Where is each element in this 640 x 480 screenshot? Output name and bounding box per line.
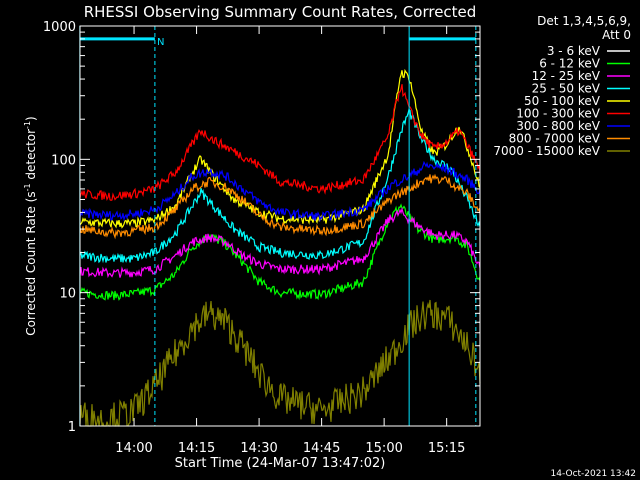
y-tick-label-1: 10 bbox=[59, 287, 76, 302]
y-axis: 1 10 100 1000 bbox=[43, 20, 480, 435]
legend-header-line2: Att 0 bbox=[602, 28, 631, 42]
y-axis-label: Corrected Count Rate (s-1 detector-1) bbox=[23, 116, 38, 335]
x-axis-label: Start Time (24-Mar-07 13:47:02) bbox=[175, 456, 386, 471]
plot-area bbox=[79, 26, 481, 427]
legend-label-2: 12 - 25 keV bbox=[532, 69, 601, 83]
plot-frame bbox=[79, 25, 481, 427]
y-axis-label-sup2: -1 bbox=[23, 121, 32, 129]
chart-title: RHESSI Observing Summary Count Rates, Co… bbox=[84, 3, 477, 21]
series-line-0 bbox=[79, 248, 481, 356]
legend-label-8: 7000 - 15000 keV bbox=[493, 144, 600, 158]
y-tick-label-2: 100 bbox=[51, 153, 76, 168]
x-tick-label-5: 15:15 bbox=[428, 441, 465, 456]
x-tick-label-1: 14:15 bbox=[178, 441, 215, 456]
legend-label-3: 25 - 50 keV bbox=[532, 82, 601, 96]
y-tick-label-3: 1000 bbox=[43, 20, 76, 35]
legend-label-1: 6 - 12 keV bbox=[539, 57, 601, 71]
series-line-2 bbox=[79, 206, 481, 279]
legend-header-line1: Det 1,3,4,5,6,9, bbox=[537, 14, 631, 28]
series-line-8 bbox=[79, 299, 481, 427]
y-axis-label-sup1: -1 bbox=[23, 183, 32, 191]
y-tick-label-0: 1 bbox=[68, 420, 76, 435]
legend-label-7: 800 - 7000 keV bbox=[509, 132, 601, 146]
legend-label-0: 3 - 6 keV bbox=[547, 44, 601, 58]
attenuator-flag: N bbox=[157, 37, 164, 48]
x-axis: 14:00 14:15 14:30 14:45 15:00 15:15 bbox=[115, 26, 465, 456]
legend-label-5: 100 - 300 keV bbox=[516, 107, 600, 121]
x-tick-label-0: 14:00 bbox=[115, 441, 152, 456]
series-line-5 bbox=[79, 84, 481, 202]
series-line-7 bbox=[79, 173, 481, 240]
x-tick-label-4: 15:00 bbox=[365, 441, 402, 456]
series-line-6 bbox=[79, 160, 481, 223]
y-axis-label-mid: detector bbox=[24, 129, 38, 184]
series-line-4 bbox=[79, 68, 481, 229]
footer-date: 14-Oct-2021 13:42 bbox=[551, 469, 636, 479]
y-axis-label-main: Corrected Count Rate (s bbox=[24, 191, 38, 335]
x-tick-label-3: 14:45 bbox=[303, 441, 340, 456]
y-axis-label-end: ) bbox=[24, 116, 38, 121]
legend-label-6: 300 - 800 keV bbox=[516, 119, 600, 133]
x-tick-label-2: 14:30 bbox=[240, 441, 277, 456]
legend-label-4: 50 - 100 keV bbox=[524, 94, 601, 108]
